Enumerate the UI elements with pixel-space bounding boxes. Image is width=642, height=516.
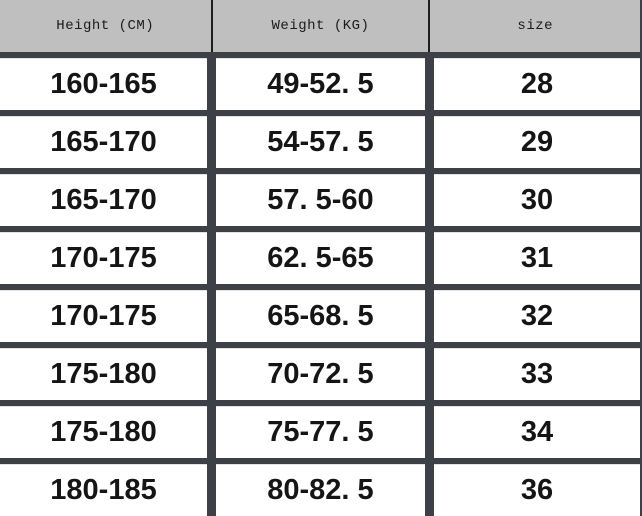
table-row: 170-175 62. 5-65 31 xyxy=(0,226,642,287)
table-row: 165-170 57. 5-60 30 xyxy=(0,168,642,229)
height-cell: 165-170 xyxy=(0,168,217,229)
height-cell: 160-165 xyxy=(0,52,217,113)
weight-cell: 75-77. 5 xyxy=(211,400,430,461)
size-cell: 28 xyxy=(424,52,642,113)
table-body: 160-165 49-52. 5 28 165-170 54-57. 5 29 … xyxy=(0,52,642,516)
weight-cell: 65-68. 5 xyxy=(211,284,430,345)
column-header-height: Height (CM) xyxy=(0,0,213,58)
size-cell: 31 xyxy=(424,226,642,287)
size-cell: 29 xyxy=(424,110,642,171)
weight-cell: 54-57. 5 xyxy=(211,110,430,171)
height-cell: 175-180 xyxy=(0,342,217,403)
height-cell: 175-180 xyxy=(0,400,217,461)
height-cell: 170-175 xyxy=(0,284,217,345)
weight-cell: 62. 5-65 xyxy=(211,226,430,287)
size-cell: 33 xyxy=(424,342,642,403)
size-cell: 34 xyxy=(424,400,642,461)
column-header-size: size xyxy=(428,0,642,58)
table-row: 180-185 80-82. 5 36 xyxy=(0,458,642,516)
weight-cell: 80-82. 5 xyxy=(211,458,430,516)
table-row: 170-175 65-68. 5 32 xyxy=(0,284,642,345)
table-row: 160-165 49-52. 5 28 xyxy=(0,52,642,113)
header-row: Height (CM) Weight (KG) size xyxy=(0,0,642,58)
weight-cell: 49-52. 5 xyxy=(211,52,430,113)
size-cell: 32 xyxy=(424,284,642,345)
height-cell: 180-185 xyxy=(0,458,217,516)
weight-cell: 57. 5-60 xyxy=(211,168,430,229)
table-row: 175-180 75-77. 5 34 xyxy=(0,400,642,461)
column-header-weight: Weight (KG) xyxy=(211,0,430,58)
table-row: 175-180 70-72. 5 33 xyxy=(0,342,642,403)
height-cell: 170-175 xyxy=(0,226,217,287)
table-row: 165-170 54-57. 5 29 xyxy=(0,110,642,171)
weight-cell: 70-72. 5 xyxy=(211,342,430,403)
table-header: Height (CM) Weight (KG) size xyxy=(0,0,642,58)
height-cell: 165-170 xyxy=(0,110,217,171)
size-cell: 30 xyxy=(424,168,642,229)
size-cell: 36 xyxy=(424,458,642,516)
